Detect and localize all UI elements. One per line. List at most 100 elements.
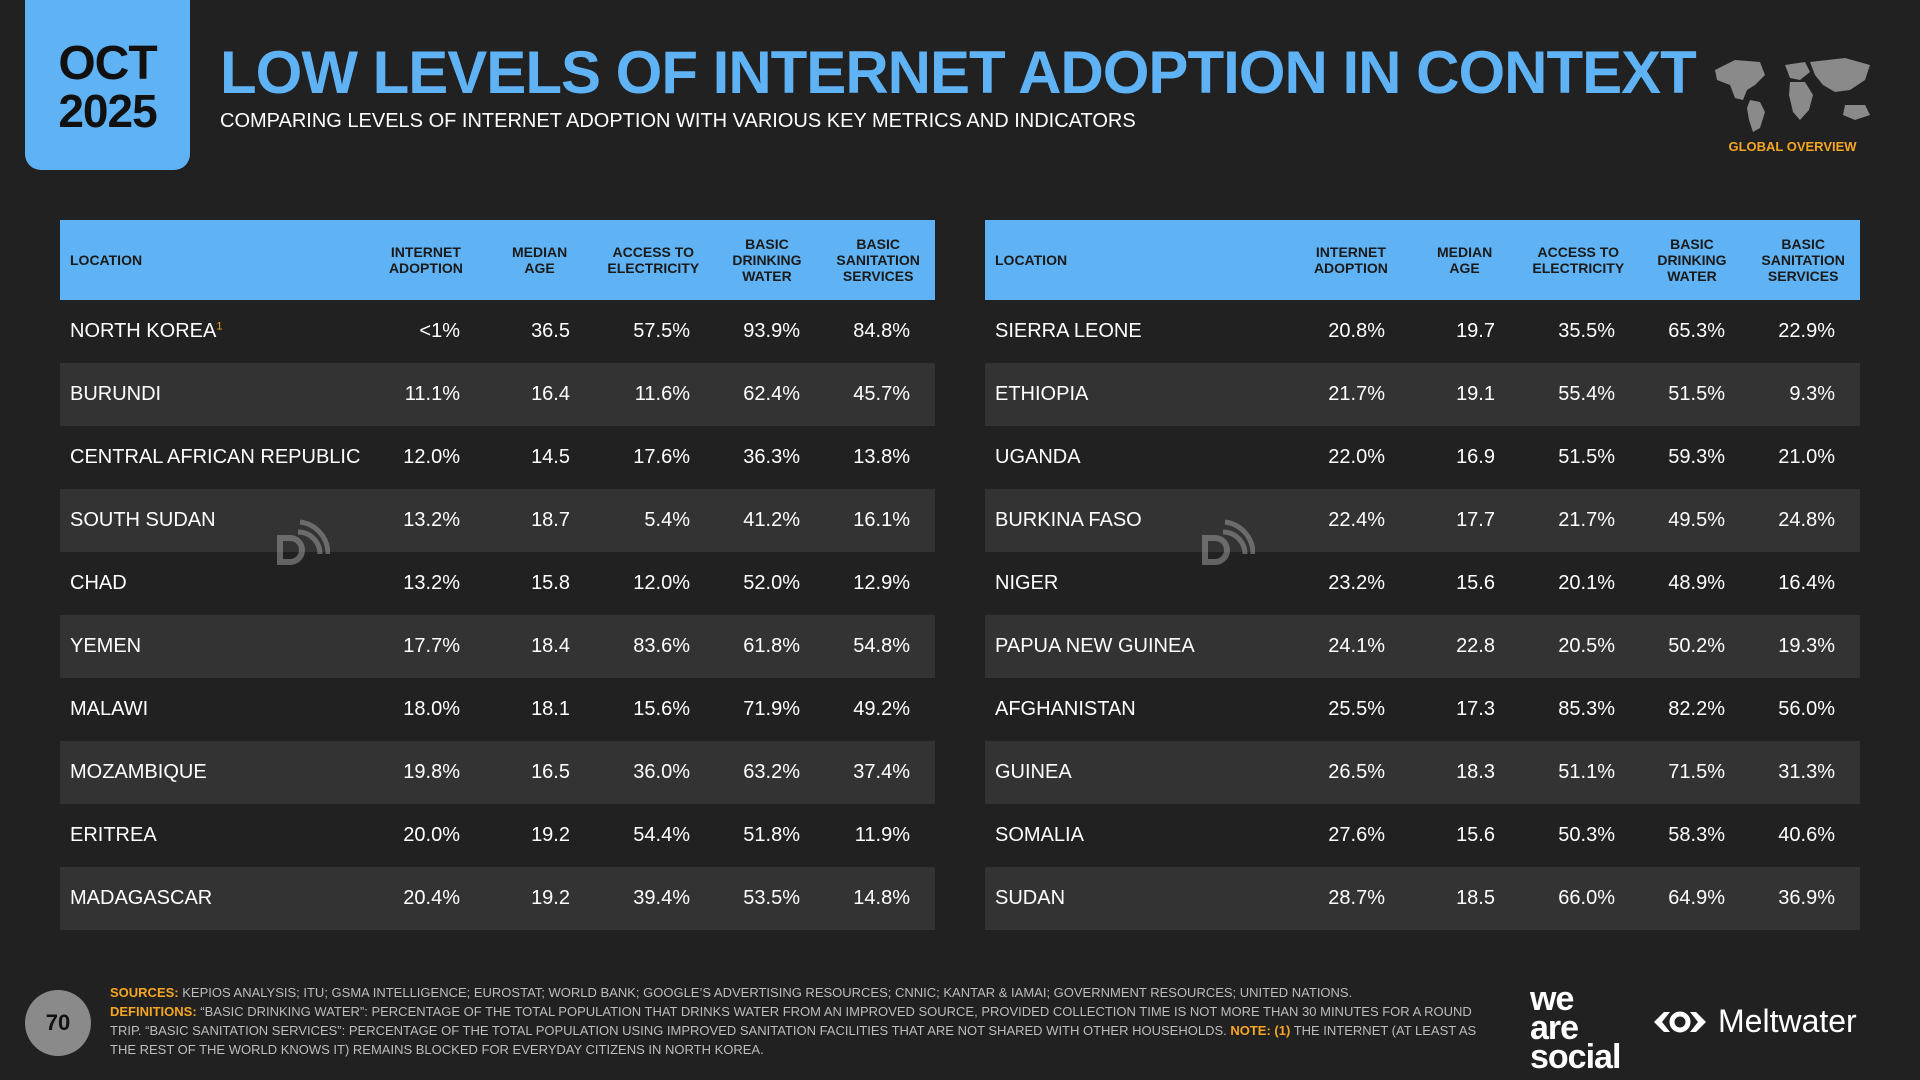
col-age: MEDIAN AGE (1436, 243, 1493, 276)
cell-electricity: 5.4% (644, 509, 690, 531)
date-month: OCT (58, 37, 157, 90)
cell-internet: 13.2% (403, 509, 460, 531)
cell-sanitation: 16.1% (853, 509, 910, 531)
meltwater-wordmark: Meltwater (1718, 1003, 1857, 1039)
cell-internet: 18.0% (403, 698, 460, 720)
col-sanitation: BASIC SANITATION SERVICES (836, 235, 920, 285)
table-row: PAPUA NEW GUINEA 24.1% 22.8 20.5% 50.2% 19.3% (985, 615, 1860, 678)
cell-water: 58.3% (1668, 824, 1725, 846)
cell-location: ETHIOPIA (995, 383, 1089, 405)
table-row: NIGER 23.2% 15.6 20.1% 48.9% 16.4% (985, 552, 1860, 615)
table-row: SIERRA LEONE 20.8% 19.7 35.5% 65.3% 22.9% (985, 300, 1860, 363)
cell-age: 19.2 (531, 824, 570, 846)
cell-internet: 13.2% (403, 572, 460, 594)
cell-sanitation: 21.0% (1778, 446, 1835, 468)
sources-text: KEPIOS ANALYSIS; ITU; GSMA INTELLIGENCE;… (178, 985, 1353, 1000)
cell-electricity: 85.3% (1558, 698, 1615, 720)
col-location: LOCATION (70, 251, 143, 268)
note-marker: (1) (1270, 1022, 1291, 1038)
cell-water: 65.3% (1668, 320, 1725, 342)
datareportal-watermark-icon (277, 519, 330, 565)
cell-location: PAPUA NEW GUINEA (995, 635, 1195, 657)
cell-electricity: 55.4% (1558, 383, 1615, 405)
page-number: 70 (25, 990, 91, 1056)
cell-location: NORTH KOREA1 (70, 320, 223, 342)
table-body: SIERRA LEONE 20.8% 19.7 35.5% 65.3% 22.9% ETHI… (985, 300, 1860, 930)
cell-water: 48.9% (1668, 572, 1725, 594)
cell-water: 59.3% (1668, 446, 1725, 468)
cell-sanitation: 22.9% (1778, 320, 1835, 342)
cell-internet: 20.4% (403, 887, 460, 909)
cell-electricity: 12.0% (633, 572, 690, 594)
cell-age: 17.3 (1456, 698, 1495, 720)
cell-internet: <1% (419, 320, 460, 342)
cell-sanitation: 36.9% (1778, 887, 1835, 909)
world-map-icon (1715, 58, 1870, 132)
meltwater-icon (1654, 1011, 1706, 1032)
footer-notes: SOURCES: KEPIOS ANALYSIS; ITU; GSMA INTE… (110, 984, 1490, 1059)
table-row: SOUTH SUDAN 13.2% 18.7 5.4% 41.2% 16.1% (60, 489, 935, 552)
cell-electricity: 17.6% (633, 446, 690, 468)
left-table: LOCATION INTERNET ADOPTION MEDIAN AGE ACCE… (60, 220, 935, 930)
cell-internet: 26.5% (1328, 761, 1385, 783)
cell-age: 36.5 (531, 320, 570, 342)
cell-electricity: 50.3% (1558, 824, 1615, 846)
table-row: UGANDA 22.0% 16.9 51.5% 59.3% 21.0% (985, 426, 1860, 489)
cell-sanitation: 45.7% (853, 383, 910, 405)
cell-sanitation: 84.8% (853, 320, 910, 342)
cell-sanitation: 19.3% (1778, 635, 1835, 657)
cell-sanitation: 13.8% (853, 446, 910, 468)
definitions-text: “BASIC DRINKING WATER”: PERCENTAGE OF TH… (110, 1003, 1472, 1038)
cell-internet: 20.8% (1328, 320, 1385, 342)
cell-sanitation: 31.3% (1778, 761, 1835, 783)
table-row: MALAWI 18.0% 18.1 15.6% 71.9% 49.2% (60, 678, 935, 741)
cell-age: 18.1 (531, 698, 570, 720)
cell-internet: 27.6% (1328, 824, 1385, 846)
cell-age: 16.5 (531, 761, 570, 783)
col-internet: INTERNET ADOPTION (388, 243, 463, 276)
cell-sanitation: 11.9% (854, 824, 910, 846)
table-row: ERITREA 20.0% 19.2 54.4% 51.8% 11.9% (60, 804, 935, 867)
col-location: LOCATION (995, 251, 1068, 268)
cell-location: MADAGASCAR (70, 887, 213, 909)
cell-sanitation: 14.8% (853, 887, 910, 909)
note-text: THE INTERNET (AT LEAST AS THE REST OF TH… (110, 1022, 1477, 1057)
cell-internet: 12.0% (403, 446, 460, 468)
footnote-marker: 1 (216, 320, 223, 333)
definitions-label: DEFINITIONS: (110, 1003, 197, 1019)
cell-electricity: 57.5% (633, 320, 690, 342)
cell-internet: 28.7% (1328, 887, 1385, 909)
cell-water: 51.5% (1668, 383, 1725, 405)
col-electricity: ACCESS TO ELECTRICITY (607, 243, 700, 276)
table-row: BURUNDI 11.1% 16.4 11.6% 62.4% 45.7% (60, 363, 935, 426)
cell-sanitation: 12.9% (853, 572, 910, 594)
global-overview-label: GLOBAL OVERVIEW (1728, 139, 1857, 154)
table-row: BURKINA FASO 22.4% 17.7 21.7% 49.5% 24.8% (985, 489, 1860, 552)
cell-water: 82.2% (1668, 698, 1725, 720)
cell-water: 71.9% (743, 698, 800, 720)
cell-age: 15.6 (1456, 572, 1495, 594)
cell-location: SOMALIA (995, 824, 1084, 846)
table-row: MOZAMBIQUE 19.8% 16.5 36.0% 63.2% 37.4% (60, 741, 935, 804)
cell-electricity: 21.7% (1558, 509, 1615, 531)
cell-location: MALAWI (70, 698, 149, 720)
cell-location: ERITREA (70, 824, 157, 846)
cell-sanitation: 40.6% (1778, 824, 1835, 846)
cell-location: NIGER (995, 572, 1059, 594)
cell-internet: 11.1% (404, 383, 460, 405)
cell-age: 14.5 (531, 446, 570, 468)
cell-location: SOUTH SUDAN (70, 509, 216, 531)
page-title: LOW LEVELS OF INTERNET ADOPTION IN CONTE… (220, 39, 1697, 106)
col-sanitation: BASIC SANITATION SERVICES (1761, 235, 1845, 285)
cell-water: 36.3% (743, 446, 800, 468)
cell-location: BURKINA FASO (995, 509, 1142, 531)
cell-location: SIERRA LEONE (995, 320, 1142, 342)
cell-electricity: 20.5% (1558, 635, 1615, 657)
col-internet: INTERNET ADOPTION (1313, 243, 1388, 276)
cell-sanitation: 16.4% (1778, 572, 1835, 594)
table-row: AFGHANISTAN 25.5% 17.3 85.3% 82.2% 56.0% (985, 678, 1860, 741)
cell-water: 64.9% (1668, 887, 1725, 909)
cell-water: 63.2% (743, 761, 800, 783)
cell-internet: 20.0% (403, 824, 460, 846)
cell-location: AFGHANISTAN (995, 698, 1136, 720)
